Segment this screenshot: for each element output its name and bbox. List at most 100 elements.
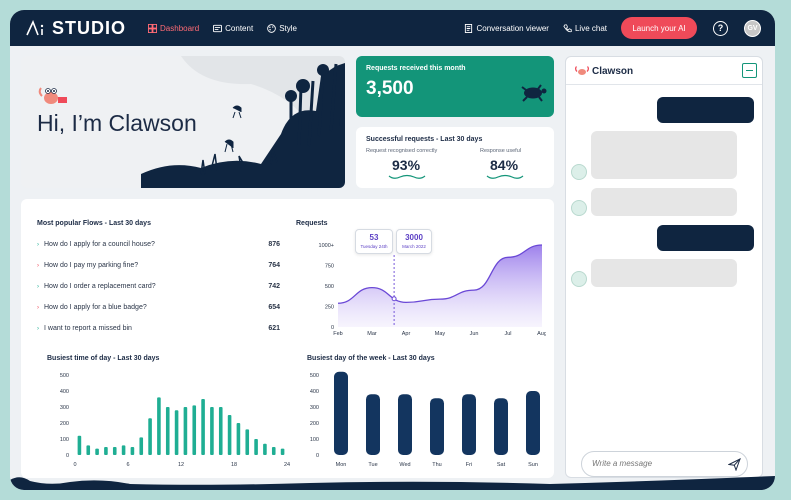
message-input[interactable] (592, 459, 712, 468)
y-tick-label: 200 (60, 421, 69, 427)
y-tick-label: 300 (310, 405, 319, 411)
x-tick-label: Sat (497, 462, 506, 468)
hour-bar (263, 443, 267, 455)
logo[interactable]: STUDIO (26, 18, 126, 39)
day-bar (494, 398, 508, 455)
live-chat-link[interactable]: Live chat (563, 24, 607, 33)
flows-title: Most popular Flows - Last 30 days (37, 220, 151, 227)
x-tick-label: 24 (284, 462, 290, 468)
tooltip-day-label: Tuesday 24th (360, 244, 388, 249)
hour-bar (227, 415, 232, 455)
send-icon[interactable] (728, 458, 741, 471)
y-tick-label: 500 (310, 373, 319, 379)
nav-dashboard-label: Dashboard (160, 23, 200, 33)
x-tick-label: Tue (368, 462, 377, 468)
chevron-right-icon: › (37, 263, 39, 269)
time-of-day-bar-chart: 0 100 200 300 400 500 0 6 12 18 24 (60, 373, 290, 468)
flow-count: 654 (268, 304, 280, 311)
hour-bar (157, 397, 161, 455)
flow-row[interactable]: › How do I order a replacement card? 742 (37, 283, 280, 293)
flow-row[interactable]: › How do I apply for a council house? 876 (37, 241, 280, 251)
hour-bar (139, 437, 144, 455)
bot-message-bubble (591, 259, 737, 287)
bot-avatar-icon (571, 271, 587, 287)
nav-dashboard[interactable]: Dashboard (148, 23, 200, 33)
tooltip-day: 53 Tuesday 24th (355, 229, 393, 254)
hour-bar (86, 445, 91, 455)
chevron-right-icon: › (37, 305, 39, 311)
welcome-card: Hi, I’m Clawson (21, 56, 345, 188)
content-icon (213, 24, 223, 32)
day-bar (526, 391, 540, 455)
hour-bar (210, 407, 214, 455)
tooltip-month-label: March 2022 (402, 244, 426, 249)
x-tick-label: Wed (399, 462, 410, 468)
nav-content[interactable]: Content (213, 24, 253, 33)
requests-area-chart: 0 250 500 750 1000+ Feb Mar Apr May Jun Jul Aug (319, 243, 546, 337)
y-tick-label: 400 (310, 389, 319, 395)
x-tick-label: 6 (126, 462, 129, 468)
hour-bar (174, 410, 179, 455)
hour-bar (121, 445, 126, 455)
day-bar (462, 394, 476, 455)
x-tick-label: 0 (73, 462, 76, 468)
tooltip-month-value: 3000 (405, 233, 423, 242)
x-tick-label: Apr (402, 331, 411, 337)
hover-point (391, 296, 397, 302)
successful-requests-card: Successful requests - Last 30 days Reque… (356, 127, 554, 188)
y-tick-label: 1000+ (319, 243, 334, 249)
hour-bar (245, 429, 250, 455)
chevron-right-icon: › (37, 242, 39, 248)
y-tick-label: 0 (66, 453, 69, 459)
y-tick-label: 300 (60, 405, 69, 411)
bot-avatar-icon (571, 164, 587, 180)
hour-bar (130, 447, 135, 455)
hour-bar (271, 447, 276, 455)
user-message-bubble (657, 225, 754, 251)
logo-text: STUDIO (52, 17, 127, 38)
palette-icon (267, 23, 277, 33)
flow-count: 742 (268, 283, 280, 290)
nav-content-label: Content (225, 23, 254, 33)
wave-icon (486, 174, 524, 179)
time-of-day-title: Busiest time of day - Last 30 days (47, 355, 160, 362)
chat-header: Clawson (566, 57, 762, 85)
hour-bar (183, 407, 188, 455)
crab-mascot-icon (575, 66, 589, 75)
user-message-bubble (657, 97, 754, 123)
live-chat-label: Live chat (574, 23, 607, 33)
flow-question: How do I apply for a blue badge? (44, 304, 147, 311)
x-tick-label: Mar (367, 331, 377, 337)
flow-row[interactable]: › How do I apply for a blue badge? 654 (37, 304, 280, 314)
tooltip-month: 3000 March 2022 (396, 229, 432, 254)
help-icon[interactable]: ? (713, 20, 728, 36)
bot-avatar-icon (571, 200, 587, 216)
flow-row[interactable]: › I want to report a missed bin 621 (37, 325, 280, 335)
flow-count: 764 (268, 262, 280, 269)
minimize-icon[interactable] (742, 63, 757, 78)
chat-bot-name: Clawson (592, 66, 634, 77)
x-tick-label: Sun (528, 462, 538, 468)
wave-icon (388, 174, 426, 179)
main-nav: Dashboard Content Style (148, 23, 311, 33)
x-tick-label: Fri (466, 462, 472, 468)
requests-month-value: 3,500 (366, 78, 414, 99)
flow-row[interactable]: › How do I pay my parking fine? 764 (37, 262, 280, 272)
conversation-viewer-link[interactable]: Conversation viewer (464, 23, 549, 33)
flow-question: I want to report a missed bin (44, 325, 132, 332)
launch-ai-button[interactable]: Launch your AI (621, 17, 697, 39)
nav-style[interactable]: Style (267, 24, 297, 33)
seascape-illustration-icon (141, 56, 345, 188)
welcome-title: Hi, I’m Clawson (37, 110, 197, 136)
hour-bar (192, 405, 197, 455)
hour-bar (77, 435, 82, 455)
hour-bar (104, 447, 108, 455)
x-tick-label: 12 (178, 462, 184, 468)
hour-bar (165, 407, 170, 455)
hour-bar (201, 399, 205, 455)
x-tick-label: Feb (333, 331, 342, 337)
hour-bar (95, 448, 99, 455)
user-avatar[interactable]: GV (744, 19, 761, 37)
header-actions: Conversation viewer Live chat Launch you… (464, 17, 761, 39)
y-tick-label: 750 (325, 264, 334, 270)
